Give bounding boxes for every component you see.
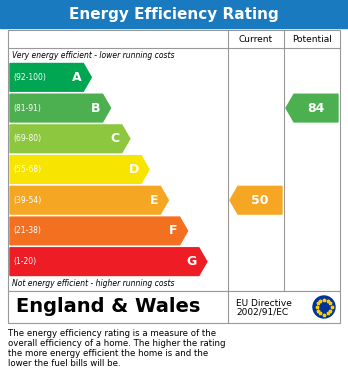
Text: Not energy efficient - higher running costs: Not energy efficient - higher running co… (12, 280, 174, 289)
Text: (81-91): (81-91) (13, 104, 41, 113)
Polygon shape (10, 63, 91, 91)
Text: EU Directive: EU Directive (236, 298, 292, 307)
Text: E: E (150, 194, 158, 207)
Bar (0, 0, 348, 28)
Text: England & Wales: England & Wales (16, 298, 200, 316)
Polygon shape (10, 125, 130, 152)
Text: Current: Current (239, 34, 273, 43)
Text: D: D (129, 163, 139, 176)
Text: G: G (187, 255, 197, 268)
Text: Very energy efficient - lower running costs: Very energy efficient - lower running co… (12, 50, 174, 59)
Text: (55-68): (55-68) (13, 165, 41, 174)
Text: C: C (111, 132, 120, 145)
Text: 2002/91/EC: 2002/91/EC (236, 307, 288, 316)
Polygon shape (10, 217, 188, 245)
Text: 50: 50 (251, 194, 269, 207)
Text: Potential: Potential (292, 34, 332, 43)
Polygon shape (286, 94, 338, 122)
Text: A: A (72, 71, 81, 84)
Text: (69-80): (69-80) (13, 134, 41, 143)
Text: (39-54): (39-54) (13, 196, 41, 205)
Bar (8, 30, 340, 291)
Circle shape (313, 296, 335, 318)
Text: 84: 84 (307, 102, 325, 115)
Polygon shape (10, 187, 168, 214)
Polygon shape (10, 156, 149, 183)
Polygon shape (230, 187, 282, 214)
Text: the more energy efficient the home is and the: the more energy efficient the home is an… (8, 349, 208, 358)
Text: (92-100): (92-100) (13, 73, 46, 82)
Text: (1-20): (1-20) (13, 257, 36, 266)
Polygon shape (10, 94, 111, 122)
Text: The energy efficiency rating is a measure of the: The energy efficiency rating is a measur… (8, 329, 216, 338)
Bar (8, 291, 340, 323)
Text: F: F (169, 224, 177, 237)
Text: B: B (91, 102, 101, 115)
Text: (21-38): (21-38) (13, 226, 41, 235)
Text: Energy Efficiency Rating: Energy Efficiency Rating (69, 7, 279, 22)
Text: overall efficiency of a home. The higher the rating: overall efficiency of a home. The higher… (8, 339, 226, 348)
Text: lower the fuel bills will be.: lower the fuel bills will be. (8, 359, 121, 368)
Polygon shape (10, 248, 207, 276)
